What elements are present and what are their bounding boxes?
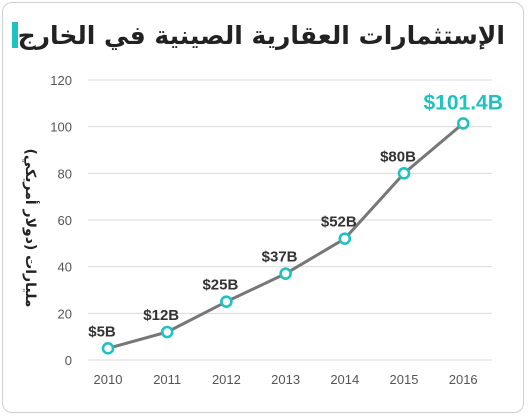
chart-title: الإستثمارات العقارية الصينية في الخارج bbox=[17, 20, 505, 50]
data-label: $12B bbox=[143, 307, 179, 324]
data-point bbox=[101, 342, 115, 355]
y-tick-label: 0 bbox=[65, 353, 72, 368]
x-tick-label: 2011 bbox=[153, 372, 181, 387]
data-point bbox=[220, 295, 233, 308]
data-point bbox=[397, 167, 411, 180]
data-point bbox=[456, 117, 470, 130]
title-accent-bar bbox=[11, 22, 18, 48]
x-tick-label: 2014 bbox=[330, 372, 359, 387]
x-tick-label: 2012 bbox=[212, 372, 241, 387]
y-axis-ticks: 0 20 40 60 80 100 120 bbox=[50, 73, 72, 368]
x-tick-label: 2016 bbox=[449, 372, 478, 387]
y-tick-label: 40 bbox=[58, 260, 72, 275]
chart-card: الإستثمارات العقارية الصينية في الخارج bbox=[2, 2, 524, 413]
x-tick-label: 2015 bbox=[390, 372, 419, 387]
y-tick-label: 80 bbox=[58, 166, 72, 181]
data-labels: $5B $12B $25B $37B $52B $80B $101.4B bbox=[88, 91, 503, 340]
data-label: $80B bbox=[380, 148, 416, 165]
data-label: $52B bbox=[321, 214, 357, 231]
x-axis-ticks: 2010 2011 2012 2013 2014 2015 2016 bbox=[94, 372, 478, 387]
x-tick-label: 2010 bbox=[94, 372, 123, 387]
title-row: الإستثمارات العقارية الصينية في الخارج bbox=[2, 15, 505, 55]
grid-lines bbox=[88, 79, 492, 361]
y-tick-label: 120 bbox=[50, 73, 72, 88]
data-label: $5B bbox=[88, 323, 116, 340]
data-point bbox=[160, 325, 174, 339]
data-label: $101.4B bbox=[423, 91, 502, 114]
data-point bbox=[338, 232, 352, 245]
data-label: $37B bbox=[262, 249, 298, 266]
x-tick-label: 2013 bbox=[271, 372, 300, 387]
data-point bbox=[279, 267, 292, 280]
y-tick-label: 20 bbox=[58, 306, 72, 321]
data-label: $25B bbox=[202, 277, 238, 294]
y-tick-label: 100 bbox=[50, 120, 72, 135]
y-tick-label: 60 bbox=[58, 213, 72, 228]
data-points bbox=[101, 117, 470, 355]
y-axis-label: مليارات (دولار أمريكي) bbox=[22, 149, 40, 308]
